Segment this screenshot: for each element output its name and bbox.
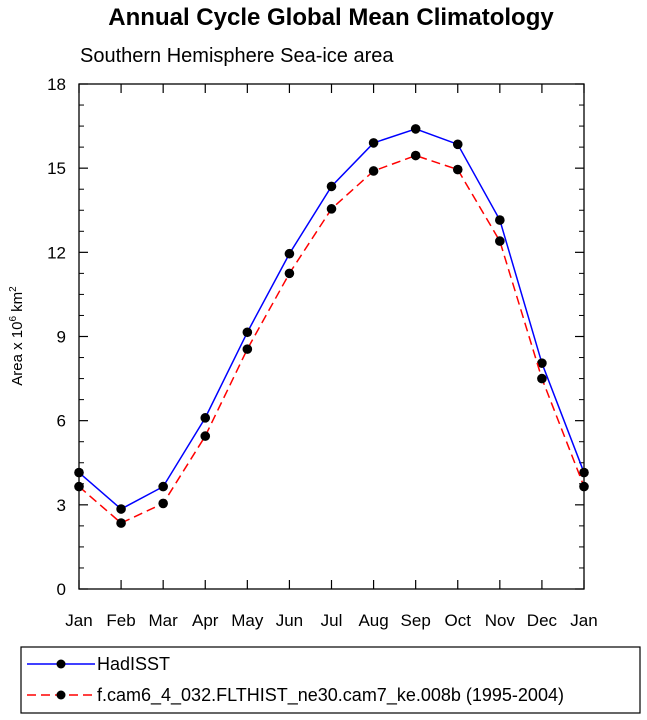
series-1-point (200, 431, 211, 441)
chart-title: Annual Cycle Global Mean Climatology (108, 4, 554, 31)
x-tick-label: Feb (106, 611, 135, 630)
chart-subtitle: Southern Hemisphere Sea-ice area (80, 45, 394, 67)
y-tick-label: 3 (57, 496, 66, 515)
y-tick-label: 9 (57, 328, 66, 347)
axis-ticks (78, 83, 585, 590)
series-0-point (158, 481, 168, 492)
x-tick-label: Oct (445, 611, 472, 630)
series-0-point (284, 248, 295, 259)
legend-marker-model (56, 690, 66, 700)
series-0-point (410, 124, 421, 134)
series-1-point (495, 236, 505, 246)
x-tick-label: Jan (65, 611, 92, 630)
x-tick-label: Jul (321, 611, 343, 630)
series-1-point (158, 498, 168, 509)
series-0-point (242, 327, 253, 338)
x-tick-label: May (231, 611, 264, 630)
series-1-point (326, 204, 337, 214)
series-layer (74, 124, 589, 528)
series-0-point (537, 358, 547, 368)
series-0-point (200, 413, 211, 423)
x-tick-label: Sep (401, 611, 431, 630)
y-tick-label: 18 (47, 75, 66, 94)
legend-label-hadisst: HadISST (97, 654, 170, 674)
x-tick-label: Jun (276, 611, 303, 630)
y-tick-label: 0 (57, 580, 66, 599)
series-0-point (326, 181, 337, 192)
series-1-point (410, 150, 421, 161)
x-tick-label: Aug (358, 611, 388, 630)
y-tick-labels: 0 3 6 9 12 15 18 (47, 75, 66, 599)
series-1-point (368, 166, 379, 176)
x-tick-label: Apr (192, 611, 219, 630)
x-tick-label: Dec (527, 611, 558, 630)
plot-area (78, 83, 585, 590)
x-tick-label: Mar (149, 611, 179, 630)
x-tick-label: Nov (485, 611, 516, 630)
series-0-point (495, 215, 505, 225)
series-1-point (242, 344, 253, 354)
series-1-point (116, 518, 126, 528)
x-tick-label: Jan (570, 611, 597, 630)
series-0-point (116, 504, 126, 514)
y-axis-label: Area x 106 km2 (8, 286, 26, 386)
y-tick-label: 15 (47, 159, 66, 178)
legend-label-model: f.cam6_4_032.FLTHIST_ne30.cam7_ke.008b (… (97, 685, 564, 706)
series-0-point (368, 138, 379, 148)
series-0-point (452, 139, 463, 150)
legend: HadISST f.cam6_4_032.FLTHIST_ne30.cam7_k… (20, 646, 641, 714)
series-1-point (537, 373, 547, 384)
legend-marker-hadisst (56, 659, 66, 669)
x-tick-labels: Jan Feb Mar Apr May Jun Jul Aug Sep Oct Nov Dec Jan (65, 611, 597, 630)
series-1-point (284, 268, 295, 279)
legend-box (20, 646, 641, 714)
y-tick-label: 6 (57, 412, 66, 431)
series-1-point (452, 164, 463, 175)
y-tick-label: 12 (47, 243, 66, 262)
